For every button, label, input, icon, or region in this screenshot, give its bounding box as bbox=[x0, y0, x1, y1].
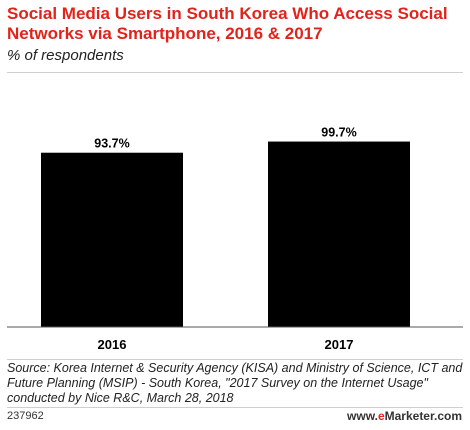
data-label-2016: 93.7% bbox=[94, 137, 129, 151]
footer-divider bbox=[7, 407, 463, 408]
x-tick-2016: 2016 bbox=[98, 337, 127, 352]
source-note: Source: Korea Internet & Security Agency… bbox=[7, 361, 463, 405]
chart-title: Social Media Users in South Korea Who Ac… bbox=[7, 4, 448, 43]
top-divider bbox=[7, 72, 463, 73]
chart-id: 237962 bbox=[7, 410, 44, 422]
bar-chart: 93.7% 2016 99.7% 2017 bbox=[7, 126, 463, 352]
x-tick-2017: 2017 bbox=[325, 337, 354, 352]
brand-prefix: www. bbox=[347, 409, 378, 423]
source-divider bbox=[7, 359, 463, 360]
brand-suffix: Marketer.com bbox=[384, 409, 462, 423]
data-label-2017: 99.7% bbox=[321, 126, 356, 140]
brand-e: e bbox=[377, 409, 385, 423]
chart-subtitle: % of respondents bbox=[7, 47, 124, 64]
emarketer-logo[interactable]: www.eMarketer.com bbox=[347, 409, 462, 423]
bar-2016 bbox=[41, 152, 183, 327]
bar-2017 bbox=[268, 141, 410, 327]
